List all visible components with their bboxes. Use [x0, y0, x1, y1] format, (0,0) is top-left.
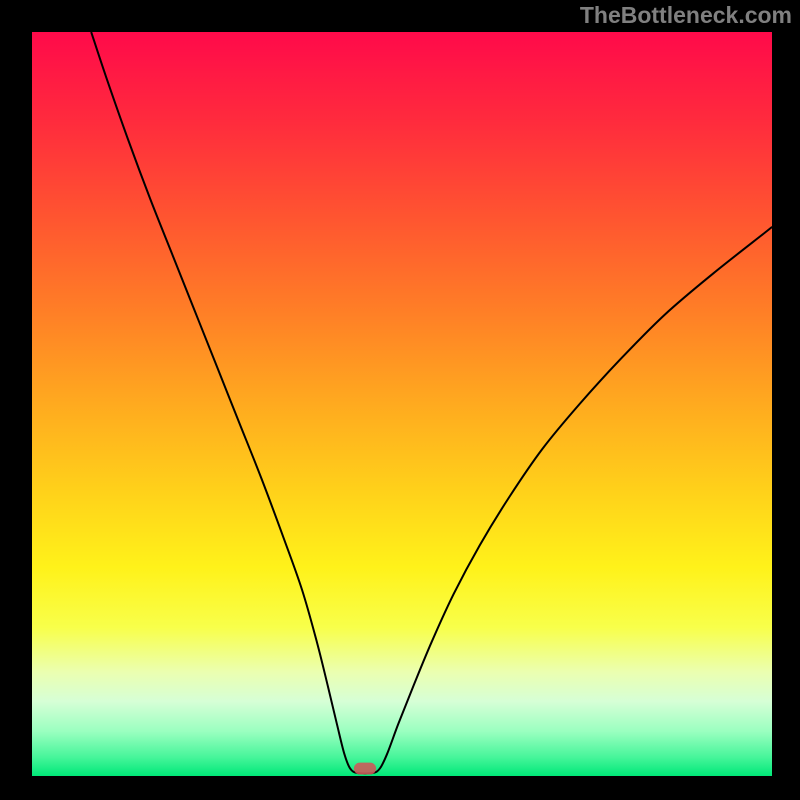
- chart-container: TheBottleneck.com: [0, 0, 800, 800]
- gradient-background: [32, 32, 772, 776]
- optimal-point-marker: [354, 763, 376, 775]
- plot-area: [32, 32, 772, 776]
- chart-svg: [32, 32, 772, 776]
- watermark-text: TheBottleneck.com: [580, 2, 792, 29]
